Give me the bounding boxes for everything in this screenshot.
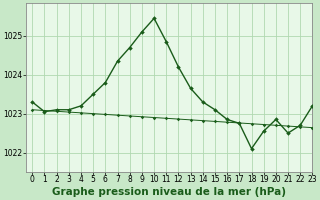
X-axis label: Graphe pression niveau de la mer (hPa): Graphe pression niveau de la mer (hPa) — [52, 187, 286, 197]
